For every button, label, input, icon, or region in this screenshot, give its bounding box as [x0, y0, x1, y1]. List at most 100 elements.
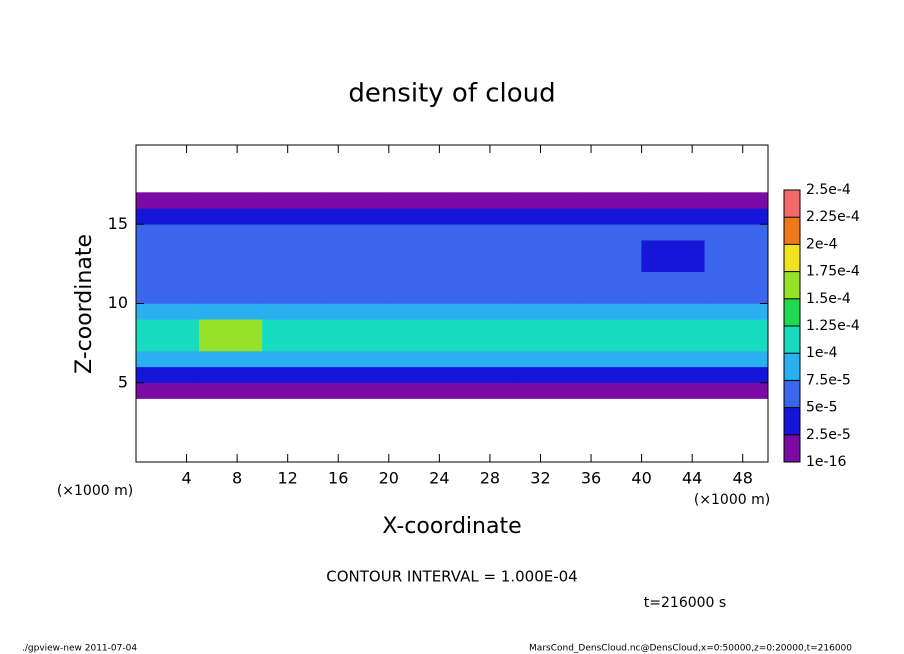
heat-cell — [641, 303, 706, 320]
heat-cell — [388, 319, 453, 336]
heat-cell — [388, 208, 453, 225]
heat-cell — [451, 224, 516, 241]
heat-cell — [198, 382, 263, 399]
heat-cell — [325, 334, 390, 352]
heat-cell — [451, 334, 516, 352]
heat-cell — [578, 350, 642, 368]
heat-cell — [325, 366, 390, 383]
heat-cell — [198, 350, 263, 368]
heat-cell — [578, 239, 642, 257]
field — [135, 192, 769, 399]
colorbar-label: 7.5e-5 — [806, 372, 851, 388]
heat-cell — [135, 319, 200, 336]
heat-cell — [578, 208, 642, 225]
heat-cell — [325, 287, 390, 304]
heat-cell — [641, 382, 706, 399]
heat-cell — [135, 224, 200, 241]
heat-cell — [578, 192, 642, 209]
heat-cell — [198, 303, 263, 320]
heat-cell — [325, 208, 390, 225]
heat-cell — [388, 334, 453, 352]
heat-cell — [325, 239, 390, 257]
colorbar-segment — [784, 407, 800, 435]
heat-cell — [262, 303, 326, 320]
time-label: t=216000 s — [644, 595, 726, 611]
heat-cell — [451, 287, 516, 304]
heat-cell — [198, 319, 263, 336]
x-tick-label: 24 — [429, 469, 449, 488]
heat-cell — [704, 255, 769, 273]
heat-cell — [135, 208, 200, 225]
heat-cell — [641, 208, 706, 225]
footer-right: MarsCond_DensCloud.nc@DensCloud,x=0:5000… — [529, 644, 852, 654]
x-tick-label: 28 — [480, 469, 500, 488]
heat-cell — [198, 271, 263, 288]
heat-cell — [704, 303, 769, 320]
colorbar-label: 2.5e-5 — [806, 427, 851, 443]
heat-cell — [262, 382, 326, 399]
colorbar-label: 1e-4 — [806, 345, 838, 361]
heat-cell — [388, 287, 453, 304]
heat-cell — [451, 271, 516, 288]
heat-cell — [262, 239, 326, 257]
heat-cell — [514, 287, 579, 304]
heat-cell — [641, 239, 706, 257]
heat-cell — [262, 319, 326, 336]
colorbar-label: 2e-4 — [806, 236, 838, 252]
heat-cell — [451, 350, 516, 368]
heat-cell — [704, 287, 769, 304]
heat-cell — [704, 192, 769, 209]
heat-cell — [578, 334, 642, 352]
heat-cell — [325, 224, 390, 241]
heat-cell — [514, 350, 579, 368]
heat-cell — [135, 255, 200, 273]
colorbar-label: 2.25e-4 — [806, 209, 860, 225]
heat-cell — [388, 239, 453, 257]
x-tick-label: 12 — [278, 469, 298, 488]
heat-cell — [704, 382, 769, 399]
heat-cell — [388, 271, 453, 288]
heat-cell — [262, 271, 326, 288]
heat-cell — [198, 239, 263, 257]
heat-cell — [451, 255, 516, 273]
heat-cell — [514, 271, 579, 288]
chart-title: density of cloud — [348, 79, 555, 109]
heat-cell — [451, 382, 516, 399]
x-tick-label: 16 — [328, 469, 348, 488]
colorbar-label: 1.5e-4 — [806, 291, 851, 307]
colorbar-label: 1.25e-4 — [806, 318, 860, 334]
heat-cell — [325, 382, 390, 399]
y-tick-label: 10 — [108, 293, 128, 312]
heat-cell — [451, 366, 516, 383]
heat-cell — [262, 350, 326, 368]
heat-cell — [325, 271, 390, 288]
x-unit-label: (×1000 m) — [694, 492, 770, 508]
heat-cell — [641, 255, 706, 273]
colorbar-segment — [784, 271, 800, 299]
heat-cell — [135, 192, 200, 209]
heat-cell — [514, 319, 579, 336]
heat-cell — [325, 303, 390, 320]
x-tick-label: 48 — [733, 469, 753, 488]
colorbar-segment — [784, 190, 800, 218]
heat-cell — [704, 208, 769, 225]
heat-cell — [198, 224, 263, 241]
y-unit-label: (×1000 m) — [57, 483, 133, 499]
heat-cell — [514, 382, 579, 399]
x-tick-label: 32 — [530, 469, 550, 488]
heat-cell — [451, 208, 516, 225]
heat-cell — [578, 382, 642, 399]
heat-cell — [451, 239, 516, 257]
heat-cell — [325, 255, 390, 273]
heat-cell — [388, 382, 453, 399]
y-tick-label: 5 — [118, 372, 128, 391]
y-tick-label: 15 — [108, 214, 128, 233]
heat-cell — [262, 287, 326, 304]
heat-cell — [641, 271, 706, 288]
heat-cell — [514, 255, 579, 273]
heat-cell — [514, 366, 579, 383]
heat-cell — [578, 271, 642, 288]
heat-cell — [641, 334, 706, 352]
heat-cell — [388, 192, 453, 209]
heat-cell — [451, 303, 516, 320]
